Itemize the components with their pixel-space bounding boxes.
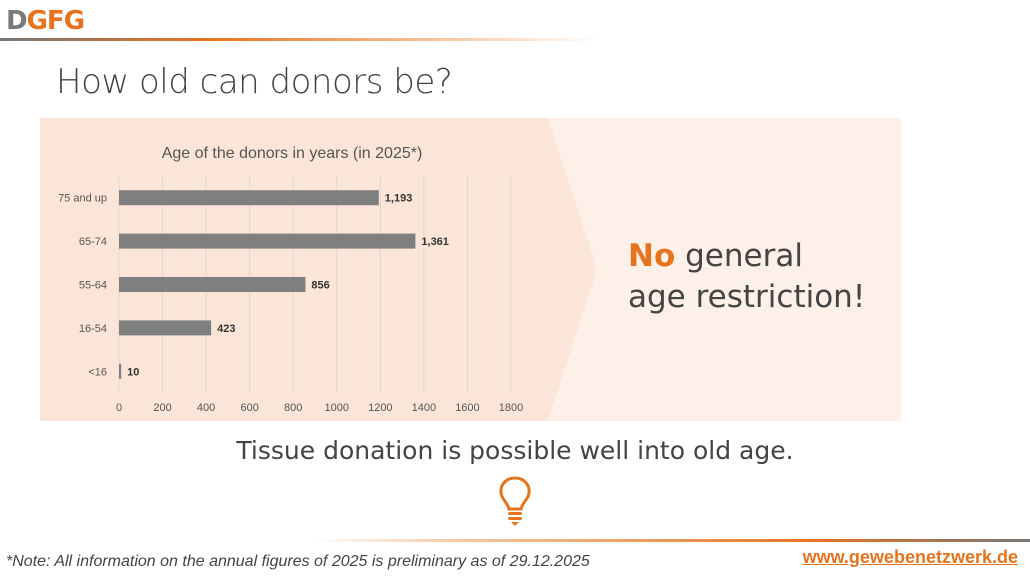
- data-label: 1,193: [385, 193, 413, 205]
- x-tick-label: 1400: [412, 402, 436, 414]
- data-label: 423: [217, 323, 235, 335]
- chart-title: Age of the donors in years (in 2025*): [162, 145, 423, 162]
- x-tick-label: 0: [116, 402, 122, 414]
- bar: [119, 320, 212, 336]
- logo-part: D: [6, 6, 28, 36]
- y-tick-label: 75 and up: [58, 193, 107, 205]
- x-tick-label: 200: [153, 402, 171, 414]
- statement-text: age restriction!: [628, 279, 866, 315]
- logo-part: GFG: [26, 6, 85, 36]
- x-tick-label: 1200: [368, 402, 392, 414]
- lightbulb-icon: [499, 476, 531, 526]
- y-tick-label: 55-64: [79, 280, 107, 292]
- chart-arrow-shape: [40, 118, 597, 421]
- statement-highlight: No: [628, 238, 676, 274]
- x-tick-label: 400: [197, 402, 215, 414]
- statement-text: general: [675, 238, 803, 274]
- key-statement: No general age restriction!: [628, 236, 865, 318]
- y-tick-label: 16-54: [79, 323, 107, 335]
- x-tick-label: 1600: [455, 402, 479, 414]
- bar: [119, 363, 122, 379]
- footnote: *Note: All information on the annual fig…: [6, 553, 590, 570]
- x-tick-label: 600: [240, 402, 258, 414]
- y-tick-label: 65-74: [79, 236, 107, 248]
- bar: [119, 190, 379, 206]
- bar: [119, 233, 416, 249]
- header-divider: [0, 38, 600, 41]
- footer-divider: [310, 539, 1030, 542]
- data-label: 10: [127, 366, 139, 378]
- x-tick-label: 1000: [325, 402, 349, 414]
- x-tick-label: 1800: [499, 402, 523, 414]
- website-link[interactable]: www.gewebenetzwerk.de: [802, 547, 1018, 567]
- subtitle: Tissue donation is possible well into ol…: [236, 436, 794, 465]
- dgfg-logo: DGFG: [6, 6, 85, 36]
- page-title: How old can donors be?: [56, 62, 453, 102]
- bar: [119, 277, 306, 292]
- chart-panel: Age of the donors in years (in 2025*) 0 2…: [40, 118, 597, 421]
- data-label: 856: [311, 280, 329, 292]
- data-label: 1,361: [421, 236, 449, 248]
- x-tick-label: 800: [284, 402, 302, 414]
- y-tick-label: <16: [88, 366, 107, 378]
